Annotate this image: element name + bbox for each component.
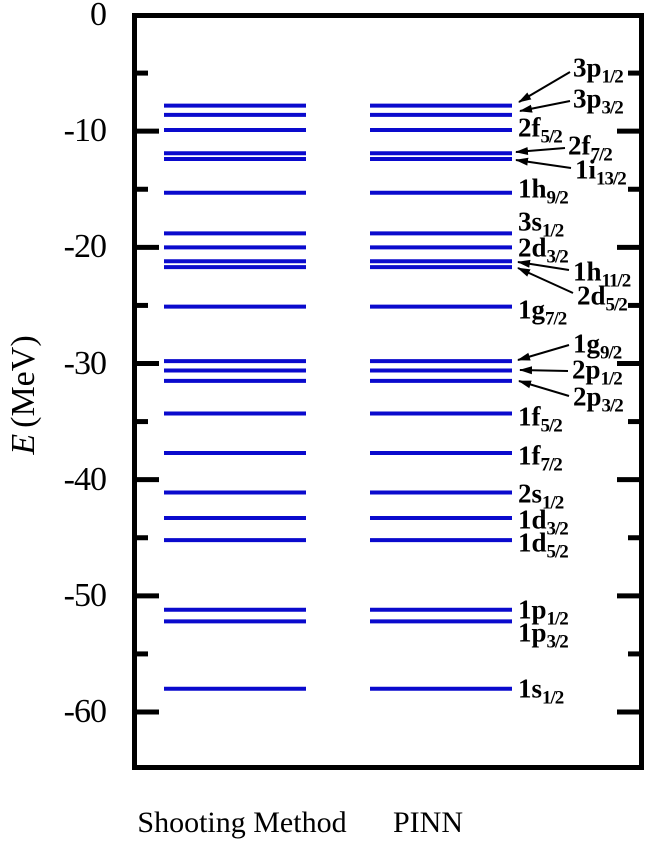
level-label-subscript: 3/2 [546, 518, 569, 540]
level-label-subscript: 7/2 [590, 144, 613, 166]
level-label-main: 3p [573, 83, 602, 114]
level-label-main: 2f [518, 112, 541, 143]
level-label-main: 1g [573, 328, 600, 359]
level-label-subscript: 9/2 [600, 342, 622, 364]
y-axis-title: E (MeV) [5, 335, 42, 455]
level-label-main: 1h [518, 173, 547, 204]
x-caption-shooting-method: Shooting Method [137, 806, 347, 839]
level-label-main: 1g [518, 294, 545, 325]
level-label-main: 1f [518, 401, 541, 432]
ytick-label: 0 [90, 0, 107, 33]
annotation-arrow [518, 380, 570, 397]
annotation-arrow [519, 366, 569, 375]
level-label-2p1-2: 2p1/2 [572, 354, 623, 389]
level-label-subscript: 3/2 [601, 97, 624, 119]
level-label-subscript: 1/2 [600, 368, 623, 390]
level-label-2f7-2: 2f7/2 [568, 130, 613, 165]
level-label-subscript: 3/2 [546, 246, 569, 268]
ytick-label: -50 [63, 576, 107, 614]
level-label-1g7-2: 1g7/2 [518, 294, 567, 329]
level-label-main: 2d [518, 232, 547, 263]
level-label-subscript: 1/2 [542, 220, 564, 242]
ytick-label: -60 [63, 693, 107, 730]
ytick-label: -30 [63, 344, 107, 382]
annotation-arrow [519, 100, 571, 113]
ytick-label: -20 [63, 228, 107, 266]
axis-layer [132, 13, 644, 770]
level-label-main: 2p [572, 354, 601, 385]
ytick-label: -10 [63, 112, 107, 150]
level-label-2d3-2: 2d3/2 [518, 232, 569, 267]
annotation-arrow [517, 259, 570, 271]
level-label-1d5-2: 1d5/2 [518, 527, 569, 562]
annotation-arrow [517, 344, 570, 361]
level-label-main: 1f [518, 440, 541, 471]
level-label-subscript: 7/2 [540, 454, 563, 476]
level-label-main: 2f [568, 130, 591, 161]
level-label-main: 1d [518, 527, 547, 558]
level-label-subscript: 1/2 [601, 66, 624, 88]
level-label-main: 1i [575, 154, 597, 185]
level-label-subscript: 5/2 [540, 126, 563, 148]
annotation-arrow [518, 71, 571, 103]
level-label-main: 3p [573, 52, 602, 83]
ytick-label: -40 [63, 460, 107, 498]
level-label-subscript: 13/2 [596, 168, 627, 190]
level-label-subscript: 1/2 [542, 492, 564, 514]
level-label-main: 1s [518, 673, 543, 704]
annotation-arrow [515, 157, 572, 169]
level-label-main: 2s [518, 478, 543, 509]
level-label-main: 1d [518, 504, 547, 535]
level-label-1h11-2: 1h11/2 [573, 256, 631, 291]
level-label-3p3-2: 3p3/2 [573, 83, 624, 118]
level-label-1i13-2: 1i13/2 [575, 154, 627, 189]
annotation-arrow [515, 147, 566, 156]
annotation-arrow [517, 267, 574, 294]
level-label-2s1-2: 2s1/2 [518, 478, 564, 513]
level-label-1d3-2: 1d3/2 [518, 504, 569, 539]
y-axis-title-units: (MeV) [5, 335, 42, 428]
level-label-main: 1p [518, 594, 547, 625]
level-label-1f7-2: 1f7/2 [518, 440, 563, 475]
level-label-subscript: 3/2 [546, 631, 569, 653]
level-label-subscript: 9/2 [546, 187, 569, 209]
level-lines-layer [164, 103, 512, 691]
level-label-1p3-2: 1p3/2 [518, 617, 569, 652]
level-label-main: 1p [518, 617, 547, 648]
level-label-subscript: 5/2 [540, 415, 563, 437]
level-label-subscript: 11/2 [601, 270, 632, 292]
y-axis-title-symbol: E [5, 433, 42, 455]
level-label-main: 2p [573, 381, 602, 412]
level-label-subscript: 5/2 [605, 294, 628, 316]
level-label-1p1-2: 1p1/2 [518, 594, 569, 629]
level-label-1g9-2: 1g9/2 [573, 328, 622, 363]
level-label-1f5-2: 1f5/2 [518, 401, 563, 436]
level-label-main: 1h [573, 256, 602, 287]
level-label-subscript: 5/2 [546, 541, 569, 563]
annotation-arrows-layer [515, 71, 574, 397]
x-caption-pinn: PINN [392, 806, 464, 839]
plot-frame [132, 13, 644, 770]
level-label-2d5-2: 2d5/2 [577, 280, 628, 315]
level-label-1h9-2: 1h9/2 [518, 173, 569, 208]
level-label-main: 3s [518, 206, 543, 237]
level-label-subscript: 7/2 [545, 308, 567, 330]
level-label-3p1-2: 3p1/2 [573, 52, 624, 87]
level-label-3s1-2: 3s1/2 [518, 206, 564, 241]
level-label-subscript: 1/2 [546, 608, 569, 630]
level-label-2p3-2: 2p3/2 [573, 381, 624, 416]
level-label-subscript: 3/2 [601, 395, 624, 417]
level-label-subscript: 1/2 [542, 687, 564, 709]
level-label-main: 2d [577, 280, 606, 311]
level-label-2f5-2: 2f5/2 [518, 112, 563, 147]
level-label-1s1-2: 1s1/2 [518, 673, 564, 708]
